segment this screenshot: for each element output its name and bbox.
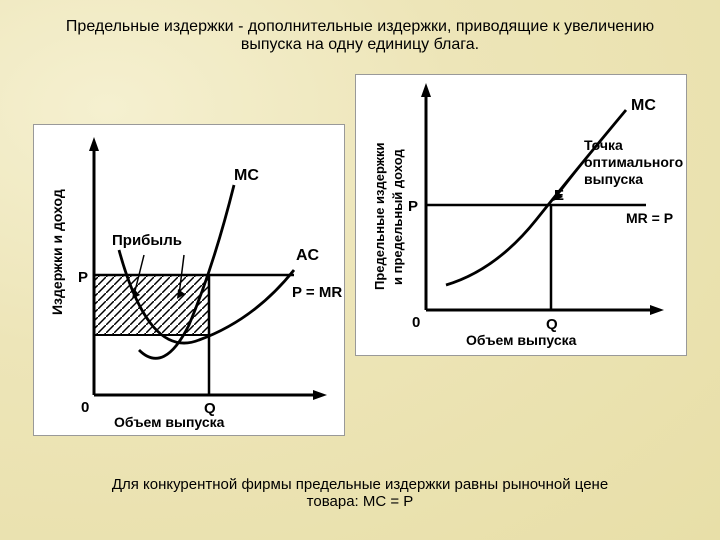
charts-container: Издержки и доход MC AC <box>0 64 720 436</box>
annot-l1: Точка <box>584 137 623 153</box>
mrp-label: MR = P <box>626 210 673 226</box>
y-axis-label-l1: Предельные издержки <box>372 143 387 290</box>
slide-title: Предельные издержки - дополнительные изд… <box>0 0 720 64</box>
y-axis-label: Издержки и доход <box>49 189 65 315</box>
p-mark: P <box>408 198 418 215</box>
p-mark: P <box>78 269 88 286</box>
origin: 0 <box>81 399 89 416</box>
y-axis-arrow <box>89 137 99 151</box>
footer-line2: товара: МС = Р <box>0 493 720 510</box>
x-axis-arrow <box>313 390 327 400</box>
left-chart-svg: Издержки и доход MC AC <box>34 125 344 435</box>
ac-label: AC <box>296 247 320 264</box>
annot-arrow <box>556 165 581 197</box>
mc-label: MC <box>234 167 259 184</box>
right-chart: Предельные издержки и предельный доход E… <box>355 74 687 356</box>
origin: 0 <box>412 314 420 331</box>
slide-footer: Для конкурентной фирмы предельные издерж… <box>0 476 720 510</box>
mc-label: MC <box>631 97 656 114</box>
x-axis-label: Объем выпуска <box>114 414 225 430</box>
y-axis-label-l2: и предельный доход <box>390 149 405 285</box>
left-chart: Издержки и доход MC AC <box>33 124 345 436</box>
footer-line1: Для конкурентной фирмы предельные издерж… <box>0 476 720 493</box>
x-axis-label: Объем выпуска <box>466 332 577 348</box>
profit-label: Прибыль <box>112 232 182 249</box>
annot-l2: оптимального <box>584 154 683 170</box>
y-axis-arrow <box>421 83 431 97</box>
x-axis-arrow <box>650 305 664 315</box>
right-chart-svg: Предельные издержки и предельный доход E… <box>356 75 686 355</box>
pmr-label: P = MR <box>292 284 342 301</box>
annot-l3: выпуска <box>584 171 643 187</box>
q-mark: Q <box>546 316 558 333</box>
